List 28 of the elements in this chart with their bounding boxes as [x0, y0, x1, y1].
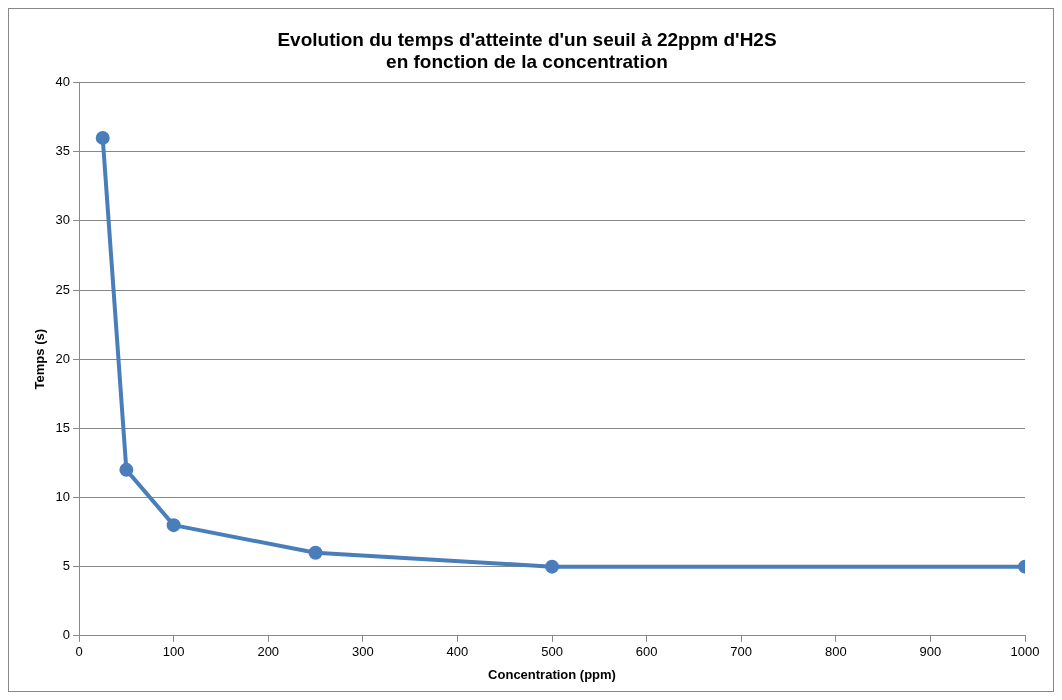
y-tick-label: 35: [55, 143, 71, 159]
y-tick-label: 5: [62, 558, 71, 574]
x-axis-title: Concentration (ppm): [488, 666, 616, 682]
x-tick-label: 1000: [1010, 644, 1040, 660]
x-tick-label: 600: [635, 644, 658, 660]
y-axis-title: Temps (s): [32, 328, 48, 390]
chart-title: Evolution du temps d'atteinte d'un seuil à 22ppm d'H2S en fonction de la concentration: [277, 28, 777, 73]
x-tick-label: 0: [75, 644, 83, 660]
x-tick-label: 500: [541, 644, 563, 660]
y-tick-label: 40: [55, 74, 71, 90]
point: [308, 545, 323, 560]
x-tick-label: 100: [162, 644, 185, 660]
y-tick-label: 10: [55, 489, 71, 505]
point: [166, 518, 181, 533]
y-tick-label: 30: [55, 212, 71, 228]
x-tick-label: 800: [824, 644, 847, 660]
point: [545, 559, 560, 574]
x-tick-label: 300: [351, 644, 374, 660]
x-tick-label: 700: [730, 644, 753, 660]
y-tick-label: 20: [55, 350, 71, 366]
x-tick-label: 900: [919, 644, 942, 660]
y-tick-label: 15: [55, 419, 71, 435]
y-tick-label: 0: [62, 627, 71, 643]
point: [119, 462, 134, 477]
point: [95, 130, 110, 145]
x-tick-label: 400: [446, 644, 469, 660]
y-tick-label: 25: [55, 281, 71, 297]
x-tick-label: 200: [257, 644, 280, 660]
